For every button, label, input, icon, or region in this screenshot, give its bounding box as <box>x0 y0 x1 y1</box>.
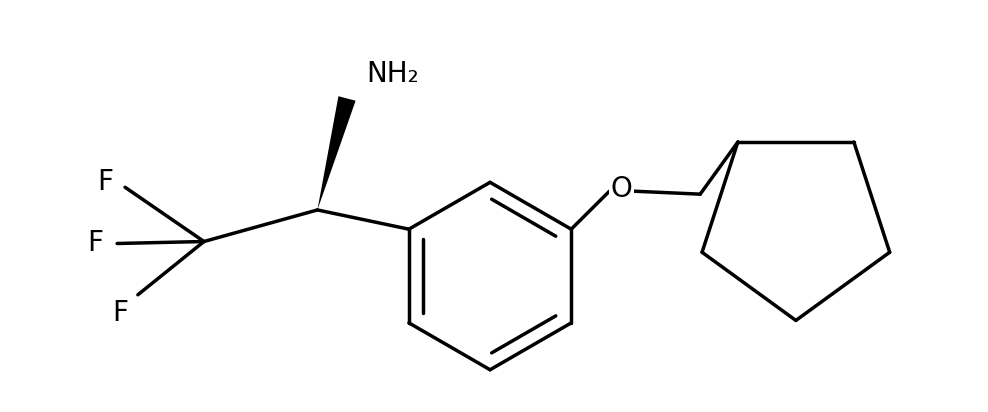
Text: F: F <box>88 229 104 258</box>
Text: F: F <box>112 299 128 327</box>
Text: F: F <box>97 169 114 197</box>
Text: O: O <box>611 175 632 203</box>
Text: NH₂: NH₂ <box>367 60 420 88</box>
Polygon shape <box>317 96 356 210</box>
